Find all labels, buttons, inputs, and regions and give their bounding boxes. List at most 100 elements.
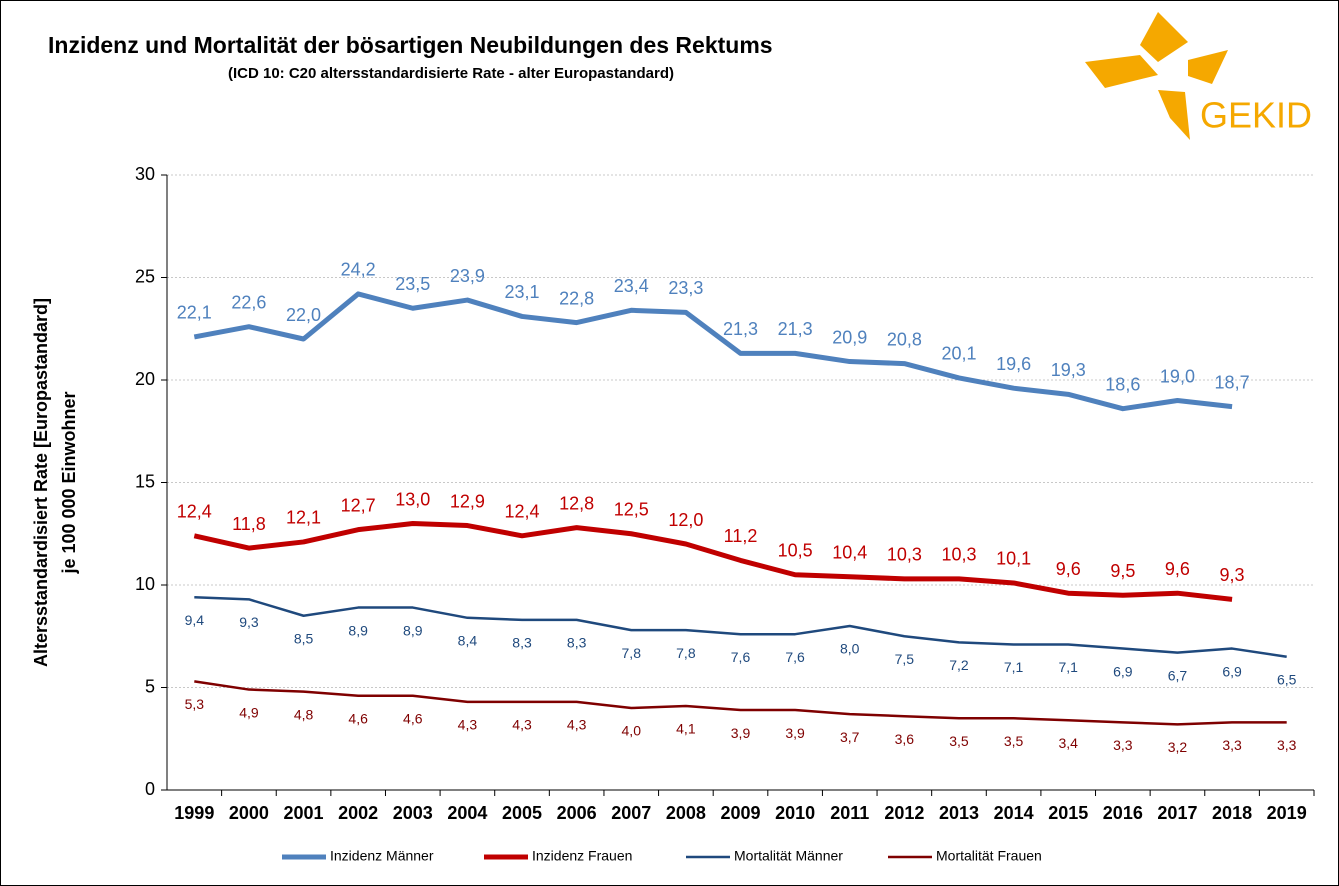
data-label: 3,9 xyxy=(785,725,805,741)
data-label: 8,3 xyxy=(567,635,587,651)
series-line xyxy=(193,291,1233,412)
y-tick-label: 15 xyxy=(135,471,155,491)
data-label: 7,2 xyxy=(949,657,969,673)
x-tick-label: 2006 xyxy=(557,803,597,823)
data-label: 3,5 xyxy=(1004,733,1024,749)
series-line xyxy=(194,680,1287,726)
data-label: 19,0 xyxy=(1160,366,1195,386)
data-label: 12,8 xyxy=(559,493,594,513)
data-label: 7,6 xyxy=(785,649,805,665)
data-label: 4,8 xyxy=(294,706,314,722)
data-label: 6,9 xyxy=(1113,663,1133,679)
x-tick-label: 2002 xyxy=(338,803,378,823)
data-label: 9,3 xyxy=(239,614,259,630)
legend-label: Mortalität Männer xyxy=(734,848,843,864)
data-label: 8,0 xyxy=(840,641,860,657)
data-label: 3,3 xyxy=(1113,737,1133,753)
data-label: 6,7 xyxy=(1168,667,1188,683)
data-label: 18,7 xyxy=(1215,372,1250,392)
series-line xyxy=(193,521,1233,602)
data-label: 12,1 xyxy=(286,508,321,528)
data-label: 9,4 xyxy=(185,612,205,628)
x-tick-label: 2001 xyxy=(284,803,324,823)
x-tick-label: 2018 xyxy=(1212,803,1252,823)
data-label: 23,3 xyxy=(668,278,703,298)
data-label: 9,6 xyxy=(1056,559,1081,579)
y-tick-label: 0 xyxy=(145,779,155,799)
data-label: 12,5 xyxy=(614,500,649,520)
x-tick-label: 2016 xyxy=(1103,803,1143,823)
data-label: 7,1 xyxy=(1058,659,1078,675)
x-tick-label: 2013 xyxy=(939,803,979,823)
data-label: 23,1 xyxy=(505,282,540,302)
data-label: 12,4 xyxy=(505,502,540,522)
data-label: 3,2 xyxy=(1168,739,1188,755)
data-label: 4,0 xyxy=(622,723,642,739)
data-label: 9,3 xyxy=(1220,565,1245,585)
data-label: 6,5 xyxy=(1277,671,1297,687)
y-tick-label: 30 xyxy=(135,164,155,184)
data-label: 8,9 xyxy=(403,622,423,638)
x-tick-label: 2017 xyxy=(1157,803,1197,823)
data-label: 3,3 xyxy=(1222,737,1242,753)
x-tick-label: 2004 xyxy=(447,803,487,823)
x-tick-label: 2010 xyxy=(775,803,815,823)
y-tick-label: 10 xyxy=(135,574,155,594)
data-label: 12,4 xyxy=(177,502,212,522)
legend-item: Mortalität Frauen xyxy=(888,848,1042,864)
data-label: 11,8 xyxy=(232,514,266,534)
data-label: 4,3 xyxy=(458,717,478,733)
data-label: 4,1 xyxy=(676,721,696,737)
data-label: 10,3 xyxy=(941,545,976,565)
x-tick-label: 2000 xyxy=(229,803,269,823)
x-tick-label: 2005 xyxy=(502,803,542,823)
data-label: 22,0 xyxy=(286,305,321,325)
data-label: 12,0 xyxy=(668,510,703,530)
x-tick-label: 2007 xyxy=(611,803,651,823)
data-label: 5,3 xyxy=(185,696,205,712)
data-label: 23,9 xyxy=(450,266,485,286)
legend-item: Inzidenz Männer xyxy=(282,848,434,864)
data-label: 8,3 xyxy=(512,635,532,651)
data-label: 22,6 xyxy=(231,292,266,312)
logo: GEKID xyxy=(1085,12,1312,140)
legend-label: Inzidenz Männer xyxy=(330,848,434,864)
data-label: 22,8 xyxy=(559,288,594,308)
y-axis-title: Altersstandardisiert Rate [Europastandar… xyxy=(31,298,51,667)
data-label: 20,9 xyxy=(832,327,867,347)
chart-title: Inzidenz und Mortalität der bösartigen N… xyxy=(48,32,773,58)
y-tick-label: 5 xyxy=(145,676,155,696)
data-label: 23,4 xyxy=(614,276,649,296)
data-label: 3,4 xyxy=(1058,735,1078,751)
data-label: 12,9 xyxy=(450,491,485,511)
data-label: 10,5 xyxy=(778,541,813,561)
y-tick-label: 25 xyxy=(135,266,155,286)
legend-item: Mortalität Männer xyxy=(686,848,843,864)
x-tick-label: 2011 xyxy=(830,803,869,823)
x-tick-label: 2019 xyxy=(1267,803,1307,823)
data-label: 20,8 xyxy=(887,329,922,349)
data-label: 13,0 xyxy=(395,489,430,509)
data-label: 23,5 xyxy=(395,274,430,294)
x-tick-label: 2008 xyxy=(666,803,706,823)
data-label: 22,1 xyxy=(177,303,212,323)
chart-subtitle: (ICD 10: C20 altersstandardisierte Rate … xyxy=(228,65,674,82)
data-label: 9,6 xyxy=(1165,559,1190,579)
data-label: 21,3 xyxy=(778,319,813,339)
data-label: 8,5 xyxy=(294,630,314,646)
data-label: 3,5 xyxy=(949,733,969,749)
x-tick-label: 2014 xyxy=(994,803,1034,823)
data-label: 20,1 xyxy=(941,344,976,364)
data-label: 6,9 xyxy=(1222,663,1242,679)
y-axis-title: je 100 000 Einwohner xyxy=(59,391,79,574)
data-label: 11,2 xyxy=(724,526,758,546)
legend-label: Inzidenz Frauen xyxy=(532,848,632,864)
data-label: 19,3 xyxy=(1051,360,1086,380)
data-label: 9,5 xyxy=(1110,561,1135,581)
data-label: 10,1 xyxy=(996,549,1031,569)
legend-item: Inzidenz Frauen xyxy=(484,848,632,864)
data-label: 7,8 xyxy=(676,645,696,661)
data-label: 3,3 xyxy=(1277,737,1297,753)
